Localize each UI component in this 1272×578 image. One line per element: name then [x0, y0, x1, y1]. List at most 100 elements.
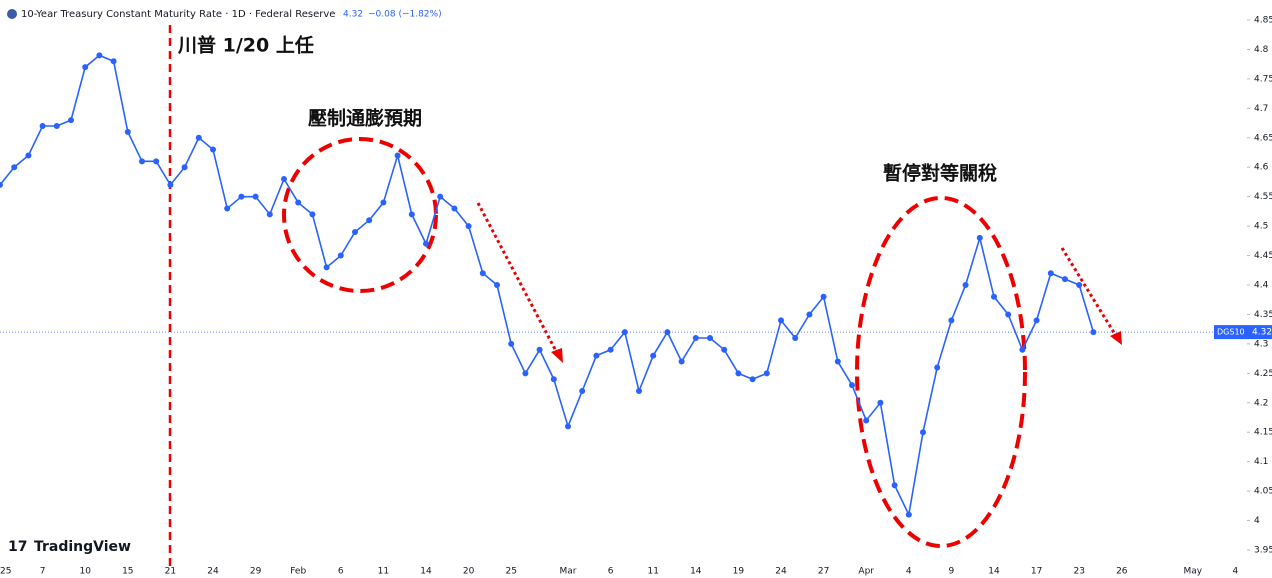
data-point [607, 346, 614, 353]
x-tick-label: 26 [1116, 567, 1128, 577]
data-point [1005, 311, 1012, 318]
x-tick-label: 27 [818, 567, 829, 577]
data-point [309, 211, 316, 218]
x-tick-label: 4 [1233, 567, 1239, 577]
data-point [991, 293, 997, 300]
x-tick-label: 20 [463, 567, 475, 577]
data-point [905, 511, 912, 518]
data-point [295, 199, 302, 206]
brand-logo: 𝟭𝟳 [8, 539, 27, 555]
x-tick-label: 6 [608, 567, 614, 577]
x-tick-label: Apr [858, 567, 874, 577]
price-tag: 4.32 [1252, 328, 1272, 338]
data-point [465, 223, 472, 230]
data-point [1076, 282, 1083, 288]
data-point [96, 52, 103, 59]
x-tick-label: Mar [560, 567, 577, 577]
brand: TradingView [34, 539, 131, 555]
data-point [451, 205, 458, 212]
data-point [437, 193, 444, 200]
y-tick-label: 4.35 [1254, 310, 1272, 320]
data-point [366, 217, 373, 224]
data-point [621, 329, 628, 336]
series-tag: DGS10 [1217, 328, 1245, 337]
x-tick-label: 17 [1031, 567, 1042, 577]
y-tick-label: 4.85 [1254, 16, 1272, 26]
data-point [508, 340, 515, 347]
plot: 3.95 4 4.05 4.1 4.15 4.2 4.25 4.3 4.35 4.4 4.45 4.5… [0, 16, 1272, 577]
header-change: −0.08 (−1.82%) [368, 10, 442, 20]
x-tick-label: 4 [906, 567, 912, 577]
x-tick-label: 11 [647, 567, 658, 577]
data-point [934, 364, 941, 371]
annotation: 川普 1/20 上任 [177, 34, 314, 57]
data-point [834, 358, 841, 365]
x-tick-label: 10 [79, 567, 91, 577]
data-point [820, 293, 827, 300]
data-point [565, 423, 571, 430]
y-tick-label: 4.4 [1254, 281, 1269, 291]
data-point [252, 193, 259, 200]
data-point [877, 399, 884, 406]
highlight-ellipse [855, 196, 1027, 548]
x-tick-label: Feb [290, 567, 306, 577]
y-tick-label: 4.45 [1254, 251, 1272, 261]
data-point [735, 370, 742, 377]
data-point [749, 376, 756, 383]
x-tick-label: 19 [733, 567, 745, 577]
data-point [962, 282, 969, 288]
data-point [522, 370, 529, 377]
data-point [1062, 276, 1068, 283]
data-point [976, 234, 983, 241]
x-tick-label: 24 [775, 567, 787, 577]
data-point [1047, 270, 1054, 277]
x-tick-label: 6 [338, 567, 344, 577]
data-point [0, 181, 3, 188]
data-point [110, 58, 117, 65]
data-point [82, 64, 89, 71]
annotation: 壓制通膨預期 [308, 107, 422, 130]
data-point [423, 240, 429, 247]
data-point [224, 205, 231, 212]
data-point [153, 158, 160, 165]
header-last: 4.32 [343, 10, 363, 20]
data-point [707, 335, 713, 341]
data-point [323, 264, 330, 271]
data-point [536, 346, 543, 353]
data-point [408, 211, 415, 218]
data-point [25, 152, 32, 159]
y-tick-label: 4.1 [1254, 457, 1268, 467]
data-point [210, 146, 216, 153]
y-tick-label: 4.65 [1254, 133, 1272, 143]
x-tick-label: 9 [949, 567, 955, 577]
data-point [181, 164, 188, 171]
y-tick-label: 4 [1254, 516, 1260, 526]
data-point [380, 199, 387, 206]
x-tick-label: 23 [1073, 567, 1084, 577]
data-point [920, 429, 926, 436]
y-tick-label: 4.6 [1254, 163, 1269, 173]
data-point [1019, 346, 1026, 353]
y-tick-label: 4.7 [1254, 104, 1268, 114]
data-point [53, 123, 60, 129]
x-tick-label: 11 [378, 567, 389, 577]
data-point [778, 317, 784, 324]
data-point [692, 335, 699, 341]
data-point [266, 211, 273, 218]
data-point [948, 317, 955, 324]
data-point [195, 134, 202, 141]
x-tick-label: 29 [250, 567, 262, 577]
data-point [494, 282, 500, 288]
y-tick-label: 4.15 [1254, 428, 1272, 438]
data-point [394, 152, 401, 159]
x-tick-label: 25 [505, 567, 516, 577]
y-tick-label: 4.3 [1254, 339, 1268, 349]
x-tick-label: May [1183, 567, 1202, 577]
flag-icon [7, 9, 17, 19]
data-point [337, 252, 344, 259]
data-point [678, 358, 685, 365]
data-point [1090, 329, 1097, 336]
y-tick-label: 4.05 [1254, 487, 1272, 497]
y-tick-label: 4.8 [1254, 45, 1269, 55]
y-tick-label: 4.75 [1254, 74, 1272, 84]
